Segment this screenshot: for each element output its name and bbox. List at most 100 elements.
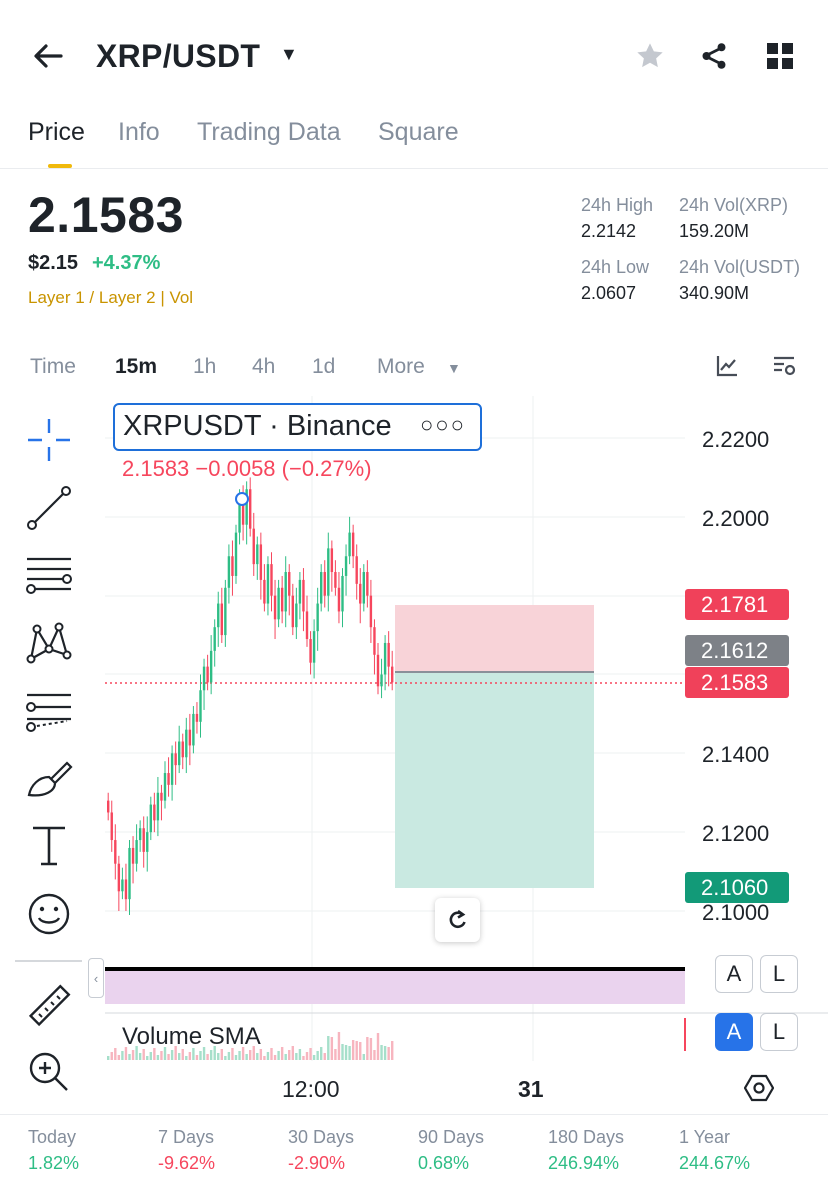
volume-indicator-label[interactable]: Volume SMA <box>122 1023 261 1050</box>
volume-bar <box>185 1056 188 1060</box>
horizontal-lines-tool-icon[interactable] <box>21 546 77 602</box>
volume-bar <box>341 1044 344 1060</box>
volume-auto-scale-button[interactable]: A <box>715 1013 753 1051</box>
log-scale-button[interactable]: L <box>760 955 798 993</box>
indicator-chart-icon[interactable] <box>699 338 755 394</box>
volume-bar <box>362 1054 365 1060</box>
tag-vol[interactable]: Vol <box>169 288 194 307</box>
zoom-in-tool-icon[interactable] <box>21 1044 77 1100</box>
volume-bar <box>114 1048 117 1060</box>
candle-body <box>263 579 266 604</box>
candle-body <box>188 729 192 746</box>
volume-bar <box>263 1056 266 1060</box>
chart-settings-hex-icon[interactable] <box>731 1062 787 1114</box>
tab-price[interactable]: Price <box>28 118 85 146</box>
entry-price-tag[interactable]: 2.1612 <box>685 635 789 666</box>
pattern-tool-icon[interactable] <box>21 614 77 670</box>
price-chart[interactable] <box>0 396 828 1111</box>
volume-bar <box>366 1037 369 1060</box>
interval-time[interactable]: Time <box>30 355 76 378</box>
stat-vol-quote-label: 24h Vol(USDT) <box>679 257 801 277</box>
tab-trading-data[interactable]: Trading Data <box>197 118 341 146</box>
pair-dropdown-caret-icon[interactable]: ▼ <box>280 44 298 64</box>
divider <box>0 1114 828 1115</box>
candle-body <box>163 773 167 801</box>
candle-body <box>291 595 294 628</box>
stop-loss-price-tag[interactable]: 2.1781 <box>685 589 789 620</box>
legend-more-icon[interactable]: ○○○ <box>420 412 466 437</box>
candle-body <box>305 611 309 640</box>
candle-body <box>341 575 344 612</box>
favorite-star-icon[interactable] <box>630 36 670 76</box>
crosshair-tool-icon[interactable] <box>21 412 77 468</box>
fib-retracement-tool-icon[interactable] <box>21 682 77 738</box>
ruler-tool-icon[interactable] <box>21 978 77 1034</box>
emoji-tool-icon[interactable] <box>21 886 77 942</box>
stop-loss-zone[interactable] <box>395 605 594 672</box>
pane-collapse-handle[interactable]: ‹ <box>88 958 104 998</box>
back-button[interactable] <box>28 36 68 76</box>
volume-bar <box>178 1053 181 1060</box>
interval-4h[interactable]: 4h <box>252 355 276 378</box>
candle-body <box>280 587 284 612</box>
volume-bar <box>156 1055 160 1060</box>
interval-more[interactable]: More <box>377 355 425 378</box>
stat-high-label: 24h High <box>581 195 654 215</box>
performance-period-value: -2.90% <box>288 1153 346 1173</box>
chart-settings-icon[interactable] <box>756 338 812 394</box>
candle-body <box>302 579 305 612</box>
pair-title[interactable]: XRP/USDT <box>96 38 261 74</box>
interval-15m[interactable]: 15m <box>115 355 158 378</box>
text-tool-icon[interactable] <box>21 818 77 874</box>
interval-1h[interactable]: 1h <box>193 355 217 378</box>
brush-tool-icon[interactable] <box>21 750 77 806</box>
tab-info[interactable]: Info <box>118 118 160 146</box>
candle-body <box>387 642 390 667</box>
volume-bar <box>238 1051 241 1060</box>
volume-bar <box>337 1032 341 1060</box>
tag-layer[interactable]: Layer 1 / Layer 2 <box>28 288 156 307</box>
volume-bar <box>334 1049 337 1060</box>
volume-bar <box>288 1050 291 1060</box>
grid-menu-icon[interactable] <box>760 36 800 76</box>
more-caret-icon[interactable]: ▼ <box>447 360 461 376</box>
volume-bar <box>369 1038 373 1060</box>
volume-bar <box>213 1046 216 1060</box>
volume-bar <box>302 1056 305 1060</box>
candle-body <box>277 587 280 620</box>
divider <box>0 168 828 169</box>
volume-bar <box>227 1052 231 1060</box>
performance-period-label: Today <box>28 1127 77 1147</box>
volume-log-scale-button[interactable]: L <box>760 1013 798 1051</box>
trend-line-tool-icon[interactable] <box>21 480 77 536</box>
chart-legend-box[interactable] <box>113 403 482 451</box>
auto-scale-button[interactable]: A <box>715 955 753 993</box>
last-price: 2.1583 <box>28 187 184 243</box>
candle-body <box>273 595 277 620</box>
volume-bar <box>121 1051 124 1060</box>
candle-body <box>320 572 323 604</box>
high-marker[interactable] <box>235 492 249 506</box>
take-profit-price-tag[interactable]: 2.1060 <box>685 872 789 903</box>
arrow-left-icon <box>34 44 63 68</box>
volume-bar <box>330 1037 334 1060</box>
candle-body <box>316 603 319 632</box>
volume-bar <box>295 1053 298 1060</box>
volume-bar <box>192 1048 195 1060</box>
share-icon[interactable] <box>694 36 734 76</box>
volume-bar <box>380 1045 383 1060</box>
candle-body <box>206 666 209 683</box>
volume-bar <box>344 1045 348 1060</box>
volume-bar <box>252 1046 255 1060</box>
take-profit-zone[interactable] <box>395 672 594 888</box>
volume-bar <box>266 1052 270 1060</box>
volume-bar <box>351 1040 355 1060</box>
interval-1d[interactable]: 1d <box>312 355 336 378</box>
volume-bar <box>107 1056 110 1060</box>
volume-bar <box>174 1046 177 1060</box>
candle-body <box>369 595 373 628</box>
tab-square[interactable]: Square <box>378 118 459 146</box>
ohlc-readout: 2.1583 −0.0058 (−0.27%) <box>122 456 372 481</box>
reset-chart-button[interactable] <box>435 898 480 942</box>
candle-body <box>288 572 291 596</box>
